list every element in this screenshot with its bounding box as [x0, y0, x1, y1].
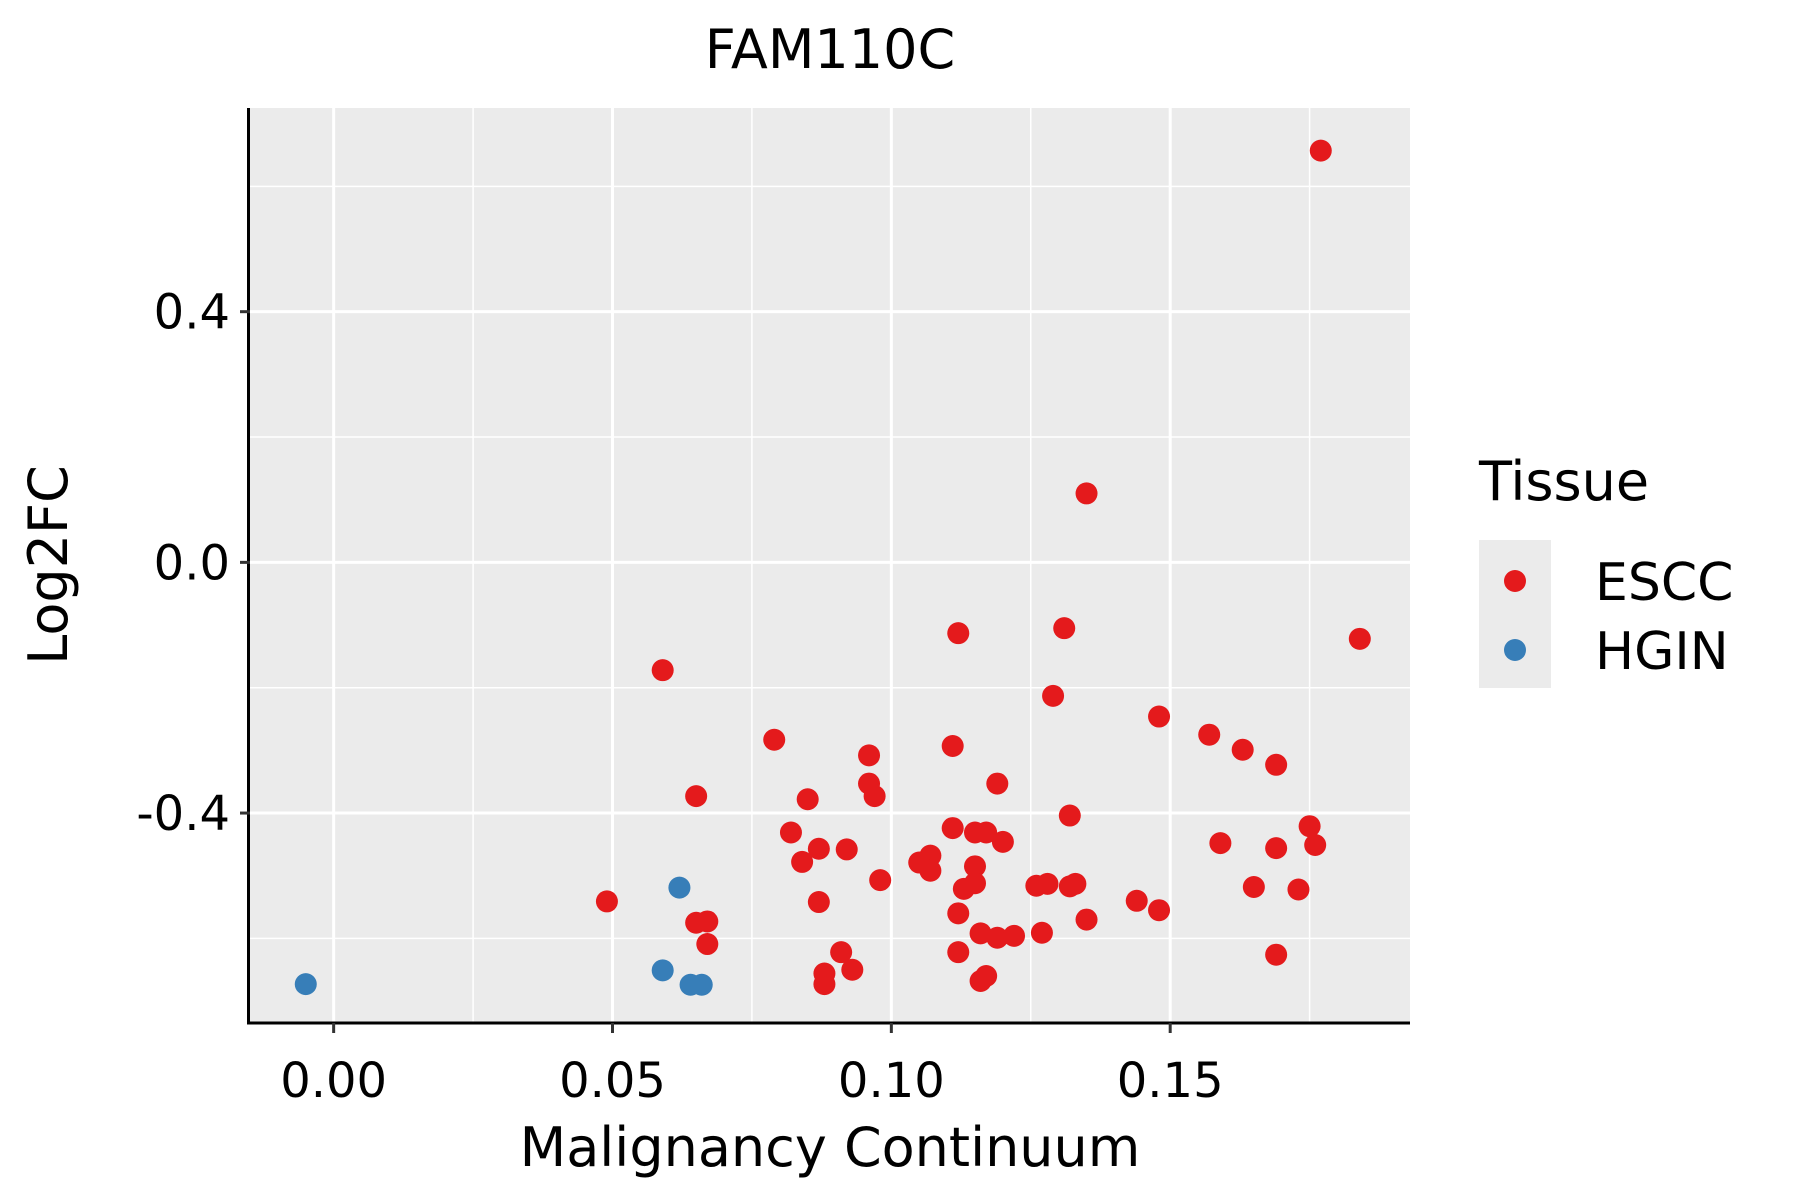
data-point-escc — [1198, 723, 1221, 746]
data-point-escc — [1058, 875, 1081, 898]
data-point-escc — [1053, 617, 1076, 640]
data-point-escc — [651, 659, 674, 682]
data-points — [294, 139, 1371, 996]
data-point-escc — [1242, 876, 1265, 899]
data-point-escc — [986, 926, 1009, 949]
legend-key-hgin — [1504, 639, 1526, 661]
data-point-escc — [830, 941, 853, 964]
data-point-escc — [919, 859, 942, 882]
data-point-escc — [969, 922, 992, 945]
plot-panel — [250, 108, 1410, 1023]
data-point-escc — [685, 785, 708, 808]
data-point-escc — [1042, 684, 1065, 707]
x-axis-title: Malignancy Continuum — [520, 1116, 1141, 1179]
y-axis-ticks: 0.4 0.0 -0.4 — [136, 285, 250, 842]
data-point-escc — [807, 891, 830, 914]
data-point-escc — [1125, 889, 1148, 912]
data-point-escc — [1348, 627, 1371, 650]
legend-key-escc — [1504, 570, 1526, 592]
y-tick-label: 0.4 — [154, 285, 230, 341]
x-axis-ticks: 0.00 0.05 0.10 0.15 — [280, 1023, 1224, 1109]
y-tick-label: -0.4 — [136, 786, 230, 842]
data-point-escc — [1075, 908, 1098, 931]
data-point-escc — [595, 890, 618, 913]
data-point-escc — [947, 941, 970, 964]
data-point-escc — [1304, 834, 1327, 857]
data-point-escc — [1265, 837, 1288, 860]
data-point-escc — [1265, 943, 1288, 966]
x-tick-label: 0.15 — [1117, 1053, 1224, 1109]
data-point-escc — [1209, 832, 1232, 855]
legend-label-escc: ESCC — [1595, 553, 1733, 613]
chart-title: FAM110C — [705, 18, 955, 81]
data-point-escc — [696, 933, 719, 956]
data-point-escc — [863, 785, 886, 808]
data-point-escc — [1265, 753, 1288, 776]
legend-key-background — [1479, 540, 1551, 688]
data-point-escc — [969, 970, 992, 993]
data-point-escc — [991, 830, 1014, 853]
data-point-escc — [791, 850, 814, 873]
data-point-hgin — [294, 973, 317, 996]
data-point-escc — [835, 838, 858, 861]
legend: Tissue ESCC HGIN — [1478, 450, 1733, 688]
data-point-escc — [1148, 705, 1171, 728]
legend-items: ESCC HGIN — [1504, 553, 1733, 682]
data-point-escc — [869, 869, 892, 892]
data-point-escc — [1003, 924, 1026, 947]
data-point-escc — [964, 855, 986, 878]
data-point-hgin — [651, 959, 674, 982]
legend-title: Tissue — [1478, 450, 1649, 513]
data-point-escc — [947, 622, 970, 645]
data-point-escc — [779, 821, 802, 844]
data-point-escc — [1075, 482, 1098, 505]
data-point-escc — [763, 728, 786, 751]
data-point-escc — [807, 837, 830, 860]
data-point-escc — [1036, 872, 1059, 895]
data-point-escc — [1298, 815, 1321, 838]
data-point-hgin — [690, 973, 713, 996]
data-point-escc — [941, 817, 964, 840]
data-point-hgin — [668, 876, 691, 899]
data-point-escc — [1030, 921, 1053, 944]
data-point-escc — [1148, 899, 1171, 922]
data-point-escc — [813, 973, 836, 996]
data-point-escc — [796, 788, 819, 811]
y-tick-label: 0.0 — [154, 535, 230, 591]
data-point-escc — [986, 772, 1009, 795]
x-tick-label: 0.05 — [559, 1053, 666, 1109]
data-point-escc — [1309, 139, 1332, 162]
data-point-escc — [696, 910, 719, 933]
data-point-escc — [947, 902, 970, 925]
data-point-escc — [841, 958, 864, 981]
data-point-escc — [1231, 738, 1254, 761]
data-point-escc — [941, 734, 964, 757]
data-point-escc — [952, 877, 975, 900]
data-point-escc — [975, 821, 998, 844]
data-point-escc — [1058, 804, 1081, 827]
legend-label-hgin: HGIN — [1595, 622, 1729, 682]
y-axis-title: Log2FC — [17, 465, 80, 665]
data-point-escc — [858, 744, 881, 767]
x-tick-label: 0.10 — [838, 1053, 945, 1109]
data-point-escc — [1287, 878, 1310, 901]
grid-lines — [250, 108, 1410, 1023]
x-tick-label: 0.00 — [280, 1053, 387, 1109]
